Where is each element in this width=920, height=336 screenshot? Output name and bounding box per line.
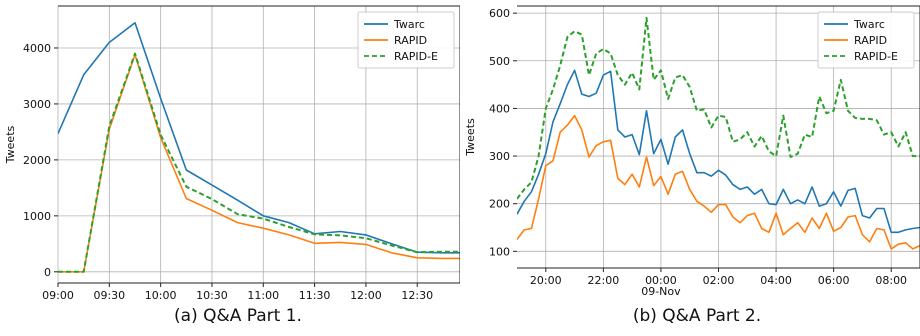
legend-label: RAPID-E (854, 50, 898, 63)
series-line-twarc (517, 69, 920, 234)
x-tick-label: 09-Nov (641, 285, 681, 298)
y-tick-label: 300 (489, 150, 510, 163)
x-tick-label: 09:30 (93, 289, 125, 302)
legend-box (817, 11, 915, 69)
y-axis-label: Tweets (464, 118, 477, 157)
plot-frame (57, 5, 460, 284)
y-tick-label: 4000 (23, 42, 51, 55)
x-tick-label: 08:00 (875, 274, 907, 287)
legend-label: RAPID (854, 34, 887, 47)
y-tick-label: 600 (489, 7, 510, 20)
legend-label: Twarc (853, 18, 885, 31)
y-tick-label: 1000 (23, 210, 51, 223)
series-line-twarc (58, 22, 460, 254)
caption-a: (a) Q&A Part 1. (174, 306, 302, 326)
series-group (58, 22, 460, 273)
x-tick-label: 00:00 (645, 274, 677, 287)
series-group (517, 16, 920, 250)
x-tick-label: 04:00 (760, 274, 792, 287)
y-tick-label: 200 (489, 198, 510, 211)
x-tick-label: 02:00 (703, 274, 735, 287)
x-tick-label: 11:30 (299, 289, 331, 302)
x-tick-label: 10:30 (196, 289, 228, 302)
y-tick-label: 400 (489, 102, 510, 115)
y-tick-label: 0 (44, 266, 51, 279)
y-tick-label: 500 (489, 55, 510, 68)
x-tick-label: 06:00 (818, 274, 850, 287)
x-tick-label: 12:00 (350, 289, 382, 302)
y-tick-label: 3000 (23, 98, 51, 111)
x-tick-label: 22:00 (588, 274, 620, 287)
legend-label: RAPID-E (394, 50, 438, 63)
legend-label: RAPID (394, 34, 427, 47)
y-axis-label: Tweets (4, 125, 17, 164)
y-tick-label: 2000 (23, 154, 51, 167)
y-tick-label: 100 (489, 245, 510, 258)
x-tick-label: 09:00 (42, 289, 74, 302)
caption-b: (b) Q&A Part 2. (632, 306, 762, 326)
legend-box (357, 11, 455, 69)
series-line-rapid (58, 53, 460, 273)
series-line-rapid (517, 114, 920, 250)
x-tick-label: 11:00 (247, 289, 279, 302)
legend-label: Twarc (393, 18, 425, 31)
series-line-rapid-e (517, 16, 920, 200)
x-tick-label: 10:00 (145, 289, 177, 302)
chart-a: 09:00 09:30 10:00 10:30 11:00 11:30 12:00 12:30… (4, 5, 460, 302)
series-line-rapid-e (58, 52, 460, 273)
x-tick-label: 20:00 (530, 274, 562, 287)
x-tick-label: 12:30 (401, 289, 433, 302)
